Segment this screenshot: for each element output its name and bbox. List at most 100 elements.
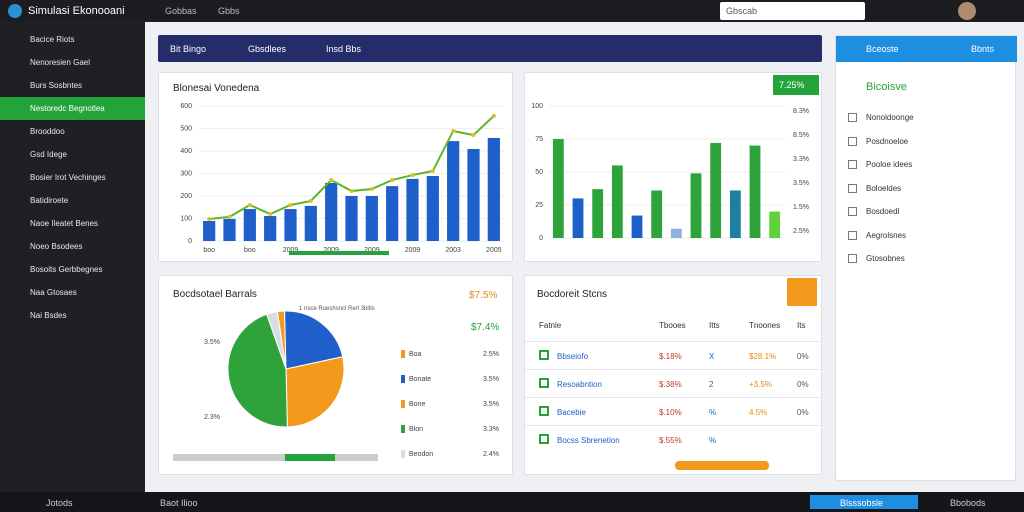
bar [729,190,741,238]
y-tick-label: 500 [180,125,192,132]
legend-swatch [401,425,405,433]
panel-item[interactable]: Boloeldes [866,183,902,193]
table-cell: 0% [797,352,809,361]
card: Bocdsotael Barrals $7.5% 1 nsce Rueshsnc… [158,275,513,475]
header-bar: Bit Bingo Gbsdlees Insd Bbs [158,35,822,62]
header-tab[interactable]: Bit Bingo [170,44,207,54]
sidebar-item[interactable]: Bosier Irot Vechinges [30,173,106,182]
avatar[interactable] [958,2,976,20]
line-point [369,187,374,192]
table-header: Itts [709,321,720,330]
panel-item-icon [848,207,857,216]
sidebar-item[interactable]: Brooddoo [30,127,65,136]
pie-label: 2.3% [204,414,220,421]
card-title: Bocdoreit Stcns [537,289,608,300]
line-point [451,128,456,133]
line-point [430,169,435,174]
sidebar-item[interactable]: Batidiroete [30,196,69,205]
bar [749,145,761,238]
table-cell: +3.5% [749,380,772,389]
table-cell: $.55% [659,436,682,445]
icon-button[interactable] [787,278,817,306]
row-icon [539,350,549,360]
tab[interactable]: Gbbs [218,6,240,16]
metric: $7.4% [471,322,500,333]
bar [552,139,564,238]
bar [651,190,663,238]
y-tick-label: 75 [535,136,543,143]
header-tab[interactable]: Insd Bbs [326,44,362,54]
app-title: Simulasi Ekonooani [28,5,125,17]
panel-item-icon [848,230,857,240]
legend-swatch [401,400,405,408]
panel-item-icon [848,136,857,146]
panel-menu[interactable]: Bbnts [971,44,995,54]
pie-slice [285,356,345,428]
panel-header [836,36,1017,62]
right-label: 8.5% [793,132,809,139]
taskbar: Jotods Baot Ilioo Blsssobsle Bbobods [0,492,1024,512]
panel-item[interactable]: Pooloe idees [866,160,913,169]
table-cell: % [709,408,717,417]
table-cell: $.38% [659,380,682,389]
sidebar-item[interactable]: Burs Sosbntes [30,81,83,90]
scrollbar-thumb [285,454,335,461]
sidebar-item[interactable]: Naa Gtosaes [30,288,77,297]
sidebar-item[interactable]: Gsd Idege [30,150,67,159]
line-point [207,216,212,221]
row-icon [539,406,549,416]
panel-item[interactable]: Aegrolsnes [866,230,907,240]
panel-item[interactable]: Nonoldoonge [866,113,914,122]
progress [675,461,769,470]
bar [426,175,439,241]
subtitle: 1 nsce Rueshsncl Rerl 3bltls [299,306,375,312]
legend-value: 2.4% [483,451,499,458]
table-cell: Bocss Sbrenetion [557,436,620,445]
panel-item-icon [848,254,857,263]
card: Blonesai Vonedena 0 100 200 300 400 500 600 boo… [158,72,513,262]
bar [592,189,604,238]
pie-slice [284,310,344,370]
header-tab[interactable]: Gbsdlees [248,44,287,54]
sidebar-item[interactable]: Bacice Riots [30,35,75,44]
scrollbar [289,251,389,255]
sidebar-item[interactable]: Naoe Ileatet Benes [30,219,99,228]
table-header: Tbooes [659,321,686,330]
table-cell: $.18% [659,352,682,361]
sidebar-item[interactable]: Noeo Bsodees [30,242,83,251]
line-point [227,214,232,219]
y-tick-label: 25 [535,202,543,209]
bar [386,186,399,241]
table-row: Bacebie $.10%% 4.5% 0% [525,397,821,425]
bar [203,220,216,241]
table-cell: Bacebie [557,408,586,417]
line-point [349,189,354,194]
table-row: Bocss Sbrenetion $.55%% [525,425,821,453]
taskbar-app[interactable]: Blsssobsle [810,495,918,509]
line-point [247,203,252,207]
x-tick-label: 2009 [364,247,380,254]
line-point [410,173,415,178]
table-cell: 2 [709,380,714,389]
bar [345,196,358,241]
x-tick-label: 2009 [405,247,421,254]
card-title: Blonesai Vonedena [173,83,260,94]
taskbar-app[interactable]: Baot Ilioo [160,498,198,508]
table-cell: 4.5% [749,408,768,417]
right-label: 8.3% [793,108,809,115]
right-label: 3.5% [793,180,809,187]
sidebar-item[interactable]: Nestoredc Begnotlea [0,97,145,120]
search[interactable]: Gbscab [720,2,865,20]
panel-item[interactable]: Bosdoedl [866,207,900,216]
sidebar-item[interactable]: Nenoresien Gael [30,58,91,67]
legend-value: 3.5% [483,401,499,408]
y-tick-label: 50 [535,169,543,176]
panel-item-icon [848,183,857,193]
panel-item[interactable]: Gtosobnes [866,254,905,263]
logo [8,4,22,18]
sidebar-item[interactable]: Nai Bsdes [30,311,67,320]
badge: $7.5% [469,290,498,301]
panel-item[interactable]: Posdnoeloe [866,136,909,146]
tab[interactable]: Gobbas [165,6,197,16]
sidebar-item[interactable]: Bosoits Gerbbegnes [30,265,103,274]
